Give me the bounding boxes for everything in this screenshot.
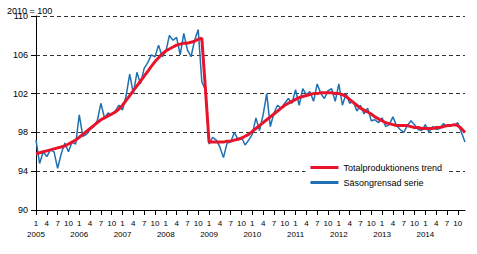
svg-text:10: 10 <box>151 219 160 228</box>
svg-text:1: 1 <box>423 219 428 228</box>
svg-text:1: 1 <box>34 219 39 228</box>
svg-text:10: 10 <box>280 219 289 228</box>
svg-text:7: 7 <box>315 219 320 228</box>
svg-text:7: 7 <box>445 219 450 228</box>
svg-text:7: 7 <box>358 219 363 228</box>
svg-text:1: 1 <box>207 219 212 228</box>
svg-text:90: 90 <box>18 205 28 215</box>
svg-text:10: 10 <box>107 219 116 228</box>
svg-text:10: 10 <box>194 219 203 228</box>
svg-text:Säsongrensad serie: Säsongrensad serie <box>343 178 423 188</box>
svg-text:Totalproduktionens trend: Totalproduktionens trend <box>343 163 442 173</box>
svg-text:2014: 2014 <box>416 230 434 239</box>
svg-text:10: 10 <box>410 219 419 228</box>
svg-text:10: 10 <box>64 219 73 228</box>
svg-text:2009: 2009 <box>200 230 218 239</box>
svg-text:1: 1 <box>293 219 298 228</box>
svg-text:1: 1 <box>337 219 342 228</box>
svg-text:4: 4 <box>261 219 266 228</box>
svg-text:1: 1 <box>250 219 255 228</box>
svg-text:7: 7 <box>99 219 104 228</box>
svg-text:1: 1 <box>120 219 125 228</box>
svg-text:7: 7 <box>228 219 233 228</box>
svg-text:4: 4 <box>304 219 309 228</box>
svg-text:2005: 2005 <box>27 230 45 239</box>
svg-text:2011: 2011 <box>287 230 305 239</box>
svg-text:2013: 2013 <box>373 230 391 239</box>
svg-text:4: 4 <box>434 219 439 228</box>
svg-text:1: 1 <box>164 219 169 228</box>
svg-text:2007: 2007 <box>114 230 132 239</box>
svg-text:1: 1 <box>380 219 385 228</box>
svg-text:1: 1 <box>77 219 82 228</box>
svg-text:10: 10 <box>367 219 376 228</box>
svg-text:94: 94 <box>18 166 28 176</box>
svg-text:4: 4 <box>131 219 136 228</box>
svg-text:110: 110 <box>13 11 28 21</box>
svg-text:98: 98 <box>18 127 28 137</box>
svg-text:2008: 2008 <box>157 230 175 239</box>
svg-text:106: 106 <box>13 50 28 60</box>
svg-text:2006: 2006 <box>70 230 88 239</box>
svg-text:4: 4 <box>174 219 179 228</box>
svg-text:10: 10 <box>324 219 333 228</box>
svg-text:7: 7 <box>142 219 147 228</box>
svg-text:7: 7 <box>55 219 60 228</box>
svg-text:4: 4 <box>88 219 93 228</box>
svg-text:102: 102 <box>13 89 28 99</box>
svg-text:4: 4 <box>391 219 396 228</box>
svg-text:10: 10 <box>237 219 246 228</box>
svg-text:7: 7 <box>401 219 406 228</box>
svg-text:7: 7 <box>185 219 190 228</box>
svg-text:2010: 2010 <box>243 230 261 239</box>
svg-text:2012: 2012 <box>330 230 348 239</box>
svg-text:4: 4 <box>45 219 50 228</box>
svg-text:4: 4 <box>347 219 352 228</box>
svg-text:2010 = 100: 2010 = 100 <box>7 6 52 16</box>
svg-text:4: 4 <box>218 219 223 228</box>
svg-text:7: 7 <box>272 219 277 228</box>
svg-text:10: 10 <box>453 219 462 228</box>
